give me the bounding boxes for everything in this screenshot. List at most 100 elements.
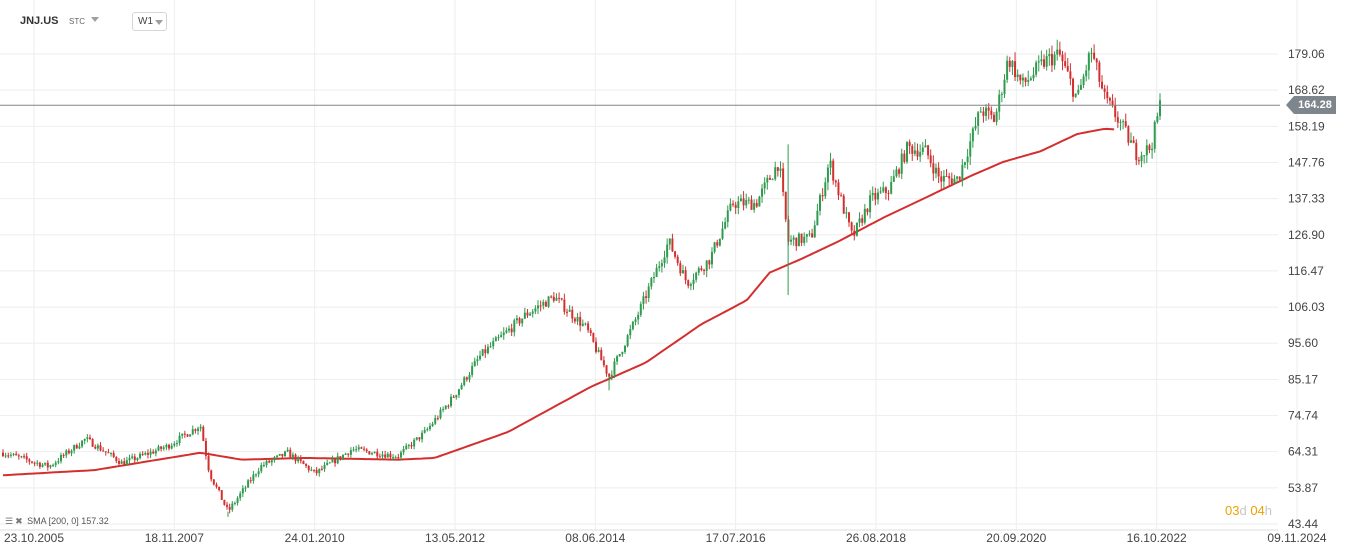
candle-body	[1090, 52, 1093, 54]
candle-body	[476, 359, 479, 362]
candle-body	[903, 153, 906, 162]
candle-body	[117, 460, 120, 464]
candle-body	[1101, 81, 1104, 89]
candle-body	[1143, 155, 1146, 157]
candle-body	[639, 303, 642, 315]
candle-body	[402, 449, 405, 453]
candle-body	[1130, 140, 1133, 143]
candle-body	[2, 452, 4, 457]
candle-body	[281, 453, 284, 457]
candle-body	[139, 453, 142, 459]
candle-body	[858, 218, 861, 223]
candle-body	[376, 451, 379, 457]
candle-body	[750, 199, 753, 210]
menu-icon[interactable]: ☰	[5, 516, 14, 526]
candle-body	[94, 446, 97, 449]
candle-body	[4, 455, 7, 457]
candle-body	[537, 305, 540, 309]
candle-body	[573, 318, 576, 322]
candle-body	[384, 454, 387, 458]
timeframe-select[interactable]: W1	[132, 12, 167, 31]
candle-body	[761, 188, 764, 197]
candle-body	[718, 238, 721, 246]
candle-body	[890, 181, 893, 194]
candle-body	[837, 182, 840, 196]
candle-body	[544, 301, 547, 307]
candle-body	[1106, 91, 1109, 99]
candle-body	[921, 147, 924, 153]
candle-body	[191, 429, 194, 435]
candle-body	[700, 268, 703, 271]
candle-body	[452, 396, 455, 398]
candle-body	[811, 233, 814, 238]
candle-body	[1058, 49, 1061, 55]
candle-body	[276, 455, 279, 458]
candle-body	[932, 163, 935, 174]
x-tick-label: 17.07.2016	[706, 531, 766, 545]
candle-body	[1108, 98, 1111, 101]
symbol-dropdown-chevron-down-icon[interactable]	[91, 17, 99, 22]
candle-body	[908, 141, 911, 147]
candle-body	[370, 453, 373, 455]
candle-body	[415, 437, 418, 440]
candle-body	[645, 296, 648, 298]
candle-body	[721, 228, 724, 239]
candle-body	[1085, 70, 1088, 77]
candle-body	[626, 335, 629, 347]
candle-body	[602, 360, 605, 366]
y-tick-label: 179.06	[1288, 47, 1325, 61]
candle-body	[144, 452, 147, 455]
candle-body	[70, 450, 73, 454]
candle-body	[115, 456, 118, 461]
candle-body	[634, 319, 637, 322]
candle-body	[1111, 100, 1114, 106]
candle-body	[152, 451, 155, 454]
candle-body	[884, 187, 887, 193]
candle-body	[492, 341, 495, 347]
candle-body	[52, 464, 55, 466]
candle-body	[816, 210, 819, 226]
candle-body	[399, 452, 402, 458]
candle-body	[305, 464, 308, 466]
candle-body	[207, 455, 210, 471]
candle-body	[518, 318, 521, 324]
candle-body	[729, 203, 732, 211]
candle-body	[508, 328, 511, 331]
chevron-down-icon	[155, 20, 163, 25]
candle-body	[600, 349, 603, 361]
candle-body	[223, 499, 226, 505]
y-tick-label: 147.76	[1288, 155, 1325, 169]
candle-body	[291, 454, 294, 458]
candle-body	[866, 208, 869, 213]
candle-body	[326, 462, 329, 465]
candle-body	[442, 408, 445, 410]
candle-body	[465, 377, 468, 380]
candle-body	[1098, 62, 1101, 82]
y-tick-label: 74.74	[1288, 409, 1318, 423]
candle-body	[355, 449, 358, 451]
candle-body	[871, 192, 874, 196]
candle-body	[83, 438, 86, 441]
candle-body	[1145, 145, 1148, 156]
candle-body	[529, 313, 532, 316]
candle-body	[255, 474, 258, 476]
x-tick-label: 23.10.2005	[4, 531, 64, 545]
candle-body	[1095, 58, 1098, 63]
candle-body	[302, 460, 305, 465]
symbol-label[interactable]: JNJ.US	[20, 15, 59, 27]
candle-body	[555, 297, 558, 301]
candle-body	[194, 429, 197, 431]
candle-body	[768, 177, 771, 180]
candle-body	[821, 195, 824, 197]
candle-body	[168, 444, 171, 449]
candle-body	[220, 489, 223, 500]
candle-body	[1079, 85, 1082, 90]
candle-body	[566, 311, 569, 313]
close-icon[interactable]: ✖	[15, 516, 23, 526]
candle-body	[879, 191, 882, 193]
candle-body	[805, 234, 808, 237]
candle-body	[571, 309, 574, 319]
candle-body	[784, 191, 787, 220]
